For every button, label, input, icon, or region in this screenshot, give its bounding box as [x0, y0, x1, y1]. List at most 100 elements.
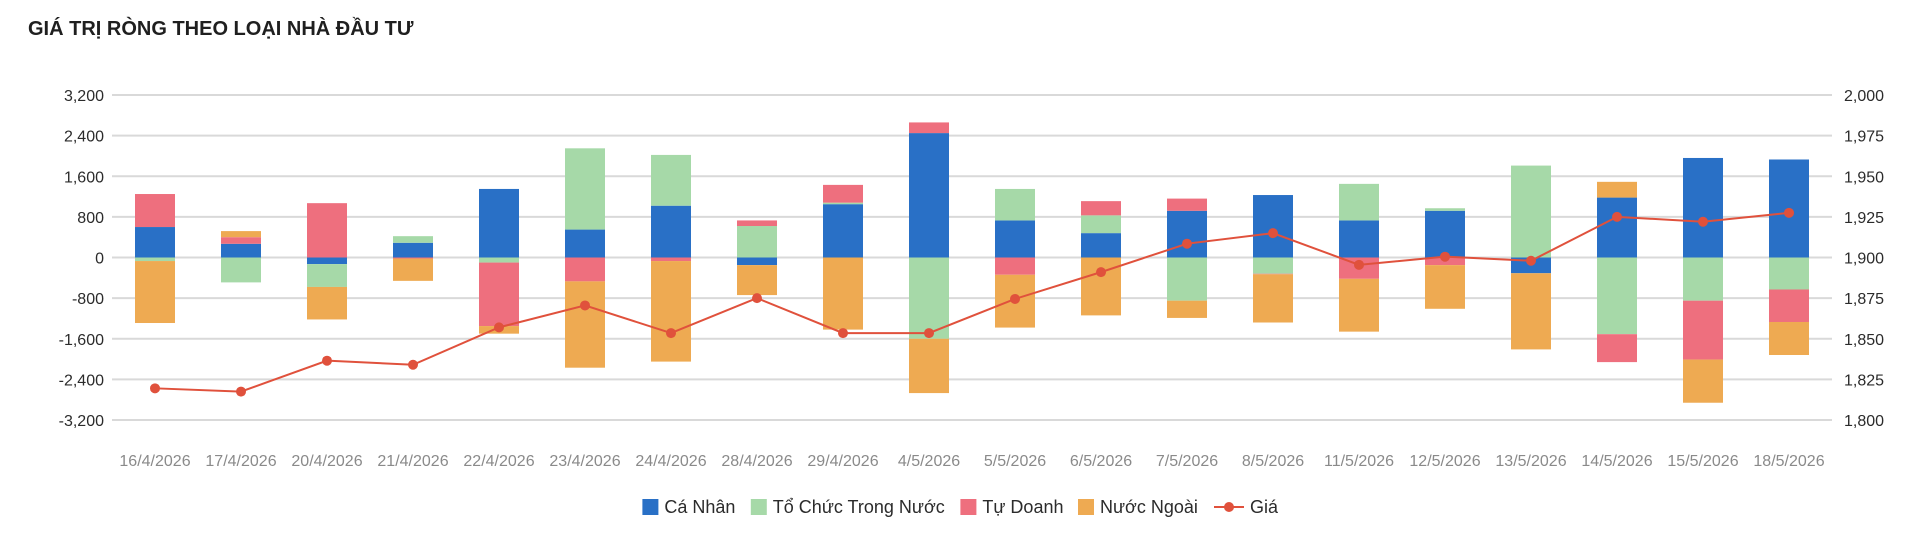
- x-tick-label: 16/4/2026: [119, 453, 190, 470]
- legend-item: Tổ Chức Trong Nước: [750, 497, 945, 517]
- bar-segment: [221, 243, 261, 258]
- bar-segment: [1597, 257, 1637, 335]
- bar-segment: [737, 265, 777, 296]
- x-tick-label: 7/5/2026: [1156, 453, 1218, 470]
- bar-segment: [737, 257, 777, 266]
- bar-segment: [393, 236, 433, 243]
- legend-swatch: [750, 499, 767, 515]
- bar-segment: [1769, 321, 1809, 355]
- bar-segment: [1081, 201, 1121, 216]
- x-tick-label: 24/4/2026: [635, 453, 706, 470]
- bar-segment: [307, 257, 347, 265]
- y-right-tick-label: 1,825: [1844, 372, 1884, 389]
- bar-segment: [1167, 198, 1207, 211]
- bar-segment: [1339, 183, 1379, 221]
- y-right-tick-label: 1,800: [1844, 413, 1884, 430]
- bar-segment: [1339, 278, 1379, 332]
- x-tick-label: 22/4/2026: [463, 453, 534, 470]
- price-point: [666, 328, 676, 339]
- legend-label: Tự Doanh: [982, 497, 1063, 517]
- bar-segment: [1683, 359, 1723, 403]
- legend-label: Nước Ngoài: [1100, 497, 1198, 517]
- bar-segment: [307, 286, 347, 320]
- x-tick-label: 20/4/2026: [291, 453, 362, 470]
- price-line-series: [150, 207, 1794, 397]
- bar-segment: [995, 257, 1035, 275]
- bar-segment: [651, 154, 691, 206]
- legend-marker: [1224, 502, 1234, 512]
- legend-label: Giá: [1250, 497, 1279, 517]
- price-point: [1440, 251, 1450, 262]
- y-right-tick-label: 1,925: [1844, 210, 1884, 227]
- bar-segment: [1425, 210, 1465, 258]
- bar-segment: [1081, 215, 1121, 234]
- price-line: [154, 211, 1790, 393]
- legend-swatch: [642, 499, 659, 515]
- price-point: [1096, 267, 1106, 278]
- price-point: [1784, 207, 1794, 218]
- bar-segment: [823, 184, 863, 203]
- price-point: [1354, 259, 1364, 270]
- bar-segment: [909, 338, 949, 394]
- bar-segment: [565, 257, 605, 282]
- bar-segment: [1683, 157, 1723, 258]
- bar-segment: [823, 204, 863, 258]
- price-point: [580, 300, 590, 311]
- bar-segment: [1597, 181, 1637, 198]
- bar-segment: [1339, 220, 1379, 258]
- bar-segment: [1511, 165, 1551, 258]
- bar-segment: [909, 133, 949, 258]
- price-point: [1268, 228, 1278, 239]
- bar-segment: [135, 261, 175, 324]
- price-point: [924, 328, 934, 339]
- y-right-tick-label: 2,000: [1844, 88, 1884, 105]
- x-tick-label: 21/4/2026: [377, 453, 448, 470]
- bar-segment: [1683, 257, 1723, 301]
- chart-title: GIÁ TRỊ RÒNG THEO LOẠI NHÀ ĐẦU TƯ: [28, 16, 414, 40]
- y-left-tick-label: 1,600: [64, 169, 104, 186]
- x-tick-label: 8/5/2026: [1242, 453, 1304, 470]
- bar-segment: [909, 257, 949, 339]
- bar-segment: [909, 122, 949, 134]
- bar-segment: [565, 148, 605, 230]
- x-tick-label: 23/4/2026: [549, 453, 620, 470]
- legend-label: Cá Nhân: [664, 497, 735, 517]
- bar-segment: [651, 261, 691, 362]
- bar-segment: [995, 220, 1035, 258]
- price-point: [1526, 255, 1536, 266]
- bar-segment: [823, 202, 863, 205]
- x-tick-label: 15/5/2026: [1667, 453, 1738, 470]
- x-tick-label: 6/5/2026: [1070, 453, 1132, 470]
- x-tick-label: 14/5/2026: [1581, 453, 1652, 470]
- y-left-tick-label: -800: [72, 291, 104, 308]
- x-tick-label: 13/5/2026: [1495, 453, 1566, 470]
- legend-label: Tổ Chức Trong Nước: [773, 497, 945, 517]
- price-point: [1698, 216, 1708, 227]
- price-point: [322, 355, 332, 366]
- bar-segment: [1683, 300, 1723, 360]
- legend-item: Cá Nhân: [642, 497, 735, 517]
- y-left-tick-label: 3,200: [64, 88, 104, 105]
- legend-item: Giá: [1214, 497, 1279, 517]
- bar-segment: [221, 231, 261, 238]
- x-tick-label: 12/5/2026: [1409, 453, 1480, 470]
- price-point: [494, 322, 504, 333]
- bar-segment: [737, 226, 777, 258]
- legend-swatch: [960, 499, 977, 515]
- price-point: [1010, 293, 1020, 304]
- bar-segment: [1253, 257, 1293, 274]
- bar-segment: [307, 264, 347, 287]
- y-left-tick-label: 2,400: [64, 129, 104, 146]
- bar-segment: [1167, 257, 1207, 301]
- bar-segment: [1769, 289, 1809, 322]
- bar-segment: [1597, 334, 1637, 363]
- x-axis: 16/4/2026 17/4/2026 20/4/2026 21/4/2026 22/4…: [119, 453, 1824, 470]
- bar-segment: [1511, 273, 1551, 350]
- x-tick-label: 5/5/2026: [984, 453, 1046, 470]
- bar-segment: [651, 257, 691, 262]
- legend-item: Nước Ngoài: [1078, 497, 1198, 517]
- legend: Cá Nhân Tổ Chức Trong Nước Tự Doanh Nước Ng…: [642, 497, 1279, 517]
- y-left-tick-label: -1,600: [59, 332, 104, 349]
- bar-segment: [1167, 210, 1207, 258]
